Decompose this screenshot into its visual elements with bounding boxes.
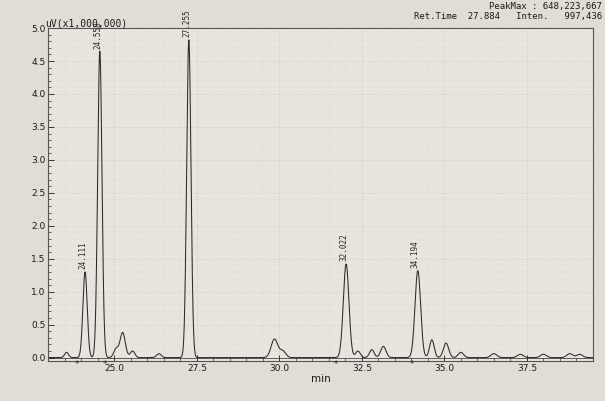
Text: uV(x1,000,000): uV(x1,000,000) xyxy=(45,18,128,28)
Text: 24.558: 24.558 xyxy=(93,21,102,49)
Text: 24.111: 24.111 xyxy=(78,241,87,269)
Text: 34.194: 34.194 xyxy=(411,240,420,268)
Text: 32.022: 32.022 xyxy=(339,234,348,261)
Text: Ret.Time  27.884   Inten.   997,436: Ret.Time 27.884 Inten. 997,436 xyxy=(414,12,602,21)
Text: *: * xyxy=(74,360,79,369)
Text: *: * xyxy=(103,360,107,369)
Text: *: * xyxy=(333,360,338,369)
X-axis label: min: min xyxy=(311,374,330,384)
Text: *: * xyxy=(410,360,414,369)
Text: 27.255: 27.255 xyxy=(182,10,191,37)
Text: PeakMax : 648,223,667: PeakMax : 648,223,667 xyxy=(489,2,602,11)
